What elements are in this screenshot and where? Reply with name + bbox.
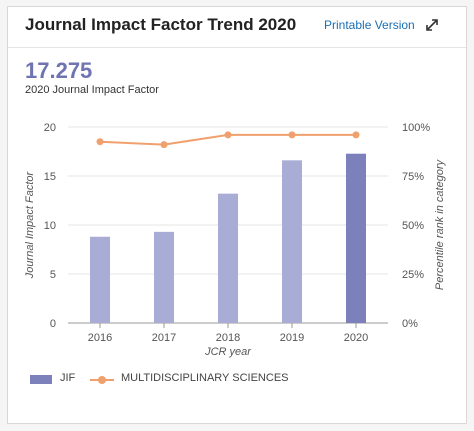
legend-label-jif: JIF: [60, 372, 76, 384]
y2-axis-label: Percentile rank in category: [434, 158, 446, 290]
legend-swatch-jif: [30, 375, 52, 384]
printable-version-link[interactable]: Printable Version: [324, 18, 415, 32]
x-tick-label: 2017: [152, 332, 176, 344]
jif-bar: [154, 231, 174, 323]
y2-tick-label: 25%: [402, 269, 424, 281]
jif-bar: [218, 193, 238, 323]
x-axis-label: JCR year: [204, 346, 252, 358]
jif-trend-chart: 0 5 10 15 20 0% 25% 50% 75% 100% 2016 2017 2018 2019 2…: [24, 122, 446, 358]
legend-label-category: MULTIDISCIPLINARY SCIENCES: [121, 372, 289, 384]
category-percentile-point: [288, 131, 296, 139]
x-tick-label: 2018: [216, 332, 240, 344]
category-percentile-point: [352, 131, 360, 139]
y-axis-label: Journal Impact Factor: [24, 170, 36, 279]
y-tick-label: 20: [44, 122, 56, 134]
expand-icon[interactable]: [422, 15, 442, 35]
jif-value: 17.275: [25, 58, 93, 83]
y2-tick-label: 100%: [402, 122, 430, 134]
y2-tick-label: 50%: [402, 220, 424, 232]
jif-bar: [90, 236, 110, 323]
jif-bar: [346, 153, 366, 323]
y2-tick-label: 0%: [402, 318, 418, 330]
x-tick-label: 2016: [88, 332, 112, 344]
category-percentile-point: [224, 131, 232, 139]
jif-trend-card: Journal Impact Factor Trend 2020 Printab…: [7, 6, 467, 424]
card-title: Journal Impact Factor Trend 2020: [25, 15, 297, 34]
x-tick-label: 2020: [344, 332, 368, 344]
y-tick-label: 10: [44, 220, 56, 232]
x-tick-label: 2019: [280, 332, 304, 344]
y2-tick-label: 75%: [402, 171, 424, 183]
y-tick-label: 15: [44, 171, 56, 183]
y-tick-label: 5: [50, 269, 56, 281]
card-header: Journal Impact Factor Trend 2020 Printab…: [8, 7, 466, 48]
jif-bar: [282, 160, 302, 323]
y-tick-label: 0: [50, 318, 56, 330]
category-percentile-point: [160, 141, 168, 149]
legend-swatch-category-dot: [98, 376, 106, 384]
jif-caption: 2020 Journal Impact Factor: [25, 84, 159, 96]
category-percentile-point: [96, 138, 104, 146]
